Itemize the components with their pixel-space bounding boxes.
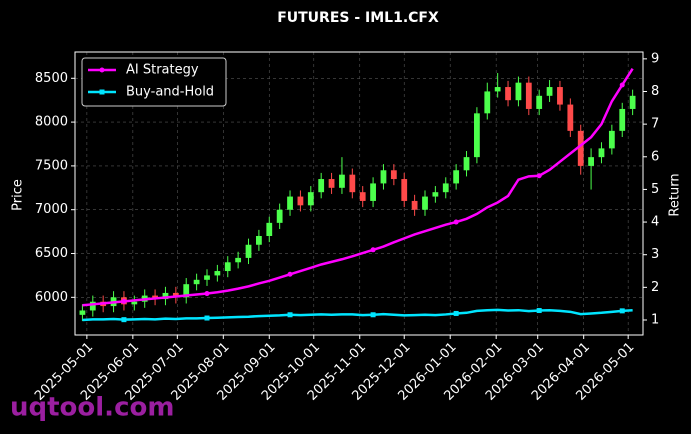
candle-body xyxy=(131,301,138,305)
line-marker xyxy=(204,291,210,297)
candle-body xyxy=(619,108,626,131)
candle-body xyxy=(256,235,262,245)
candle-body xyxy=(494,87,501,92)
candle-body xyxy=(577,130,584,166)
candle-body xyxy=(432,192,439,197)
candle-body xyxy=(339,174,345,188)
candle-body xyxy=(380,170,387,184)
candle-body xyxy=(172,292,179,298)
y-tick-label: 7500 xyxy=(35,158,68,173)
line-marker xyxy=(370,247,376,253)
legend-marker xyxy=(99,67,105,73)
candle-body xyxy=(328,179,335,188)
legend-label: Buy-and-Hold xyxy=(126,85,214,100)
candle-body xyxy=(266,222,273,236)
candle-body xyxy=(204,275,210,280)
candle-body xyxy=(307,192,314,206)
candle-body xyxy=(608,130,615,149)
legend: AI Strategy Buy-and-Hold xyxy=(81,57,227,107)
candle-body xyxy=(162,292,169,300)
legend-box xyxy=(81,57,227,107)
candle-body xyxy=(629,95,636,109)
line-marker xyxy=(536,173,542,179)
y2-tick-label: 4 xyxy=(651,215,659,230)
y-tick-label: 6500 xyxy=(35,246,68,261)
y2-tick-label: 6 xyxy=(651,149,659,164)
line-marker xyxy=(204,315,210,321)
plot-frame xyxy=(74,51,644,336)
y2-tick-label: 5 xyxy=(651,182,659,197)
chart-title: FUTURES - IML1.CFX xyxy=(277,10,439,26)
candle-body xyxy=(245,244,252,258)
line-marker xyxy=(287,312,293,318)
line-marker xyxy=(536,308,542,314)
candle-body xyxy=(224,262,231,272)
candle-body xyxy=(525,82,532,109)
candle-body xyxy=(214,271,221,276)
y-tick-label: 8500 xyxy=(35,71,68,86)
candle-body xyxy=(463,157,470,171)
candle-body xyxy=(442,183,449,193)
line-marker xyxy=(453,310,459,316)
candle-body xyxy=(453,170,460,184)
candle-body xyxy=(276,209,283,223)
candle-body xyxy=(411,200,418,210)
candle-body xyxy=(349,174,356,193)
candle-body xyxy=(390,170,397,180)
y2-tick-label: 1 xyxy=(651,312,659,327)
candle-body xyxy=(359,192,366,201)
candle-body xyxy=(79,310,86,315)
candle-body xyxy=(193,279,200,285)
legend-label: AI Strategy xyxy=(126,63,199,78)
candle-body xyxy=(235,257,242,263)
legend-marker xyxy=(99,89,105,95)
y-tick-label: 8000 xyxy=(35,115,68,130)
y2-axis-label: Return xyxy=(668,173,683,216)
line-marker xyxy=(619,308,625,314)
y2-tick-label: 8 xyxy=(651,84,659,99)
candle-body xyxy=(598,148,605,158)
y-axis-label: Price xyxy=(11,179,26,211)
line-marker xyxy=(453,219,459,225)
candle-body xyxy=(401,179,408,201)
candle-body xyxy=(318,179,325,193)
candle-body xyxy=(370,183,376,201)
candle-body xyxy=(183,284,190,298)
y-tick-label: 6000 xyxy=(35,290,68,305)
line-marker xyxy=(619,82,625,88)
candle-body xyxy=(474,113,480,158)
candle-body xyxy=(505,87,511,101)
candle-body xyxy=(297,196,304,206)
line-marker xyxy=(121,317,127,323)
y-tick-label: 7000 xyxy=(35,202,68,217)
candle-body xyxy=(536,95,543,109)
line-marker xyxy=(121,298,127,304)
line-marker xyxy=(287,271,293,277)
y2-tick-label: 9 xyxy=(651,51,659,66)
candle-body xyxy=(287,196,293,210)
candle-body xyxy=(422,196,428,210)
candle-body xyxy=(89,301,96,311)
candle-body xyxy=(484,91,491,114)
y2-tick-label: 7 xyxy=(651,117,659,132)
y2-tick-label: 2 xyxy=(651,280,659,295)
candle-body xyxy=(546,87,553,96)
candle-body xyxy=(588,157,594,166)
watermark: uqtool.com xyxy=(10,393,174,423)
candle-body xyxy=(557,87,563,105)
y2-tick-label: 3 xyxy=(651,247,659,262)
line-marker xyxy=(370,312,376,318)
candle-body xyxy=(567,104,574,131)
candle-body xyxy=(515,82,522,101)
